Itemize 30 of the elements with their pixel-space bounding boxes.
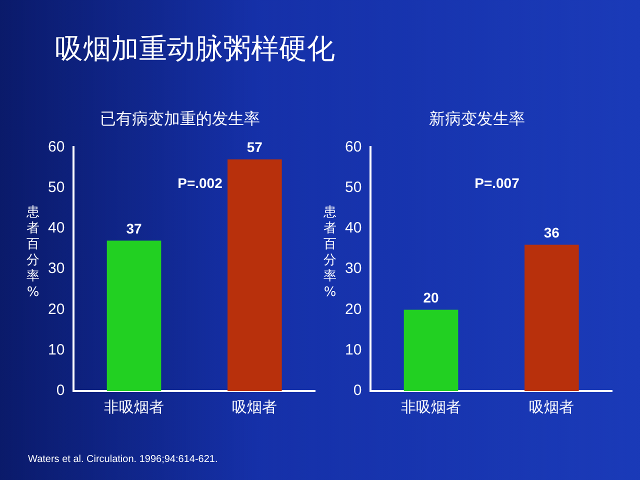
data-label: 37 [126, 220, 142, 237]
y-tick-label: 10 [344, 342, 362, 359]
y-tick-label: 40 [48, 220, 65, 237]
text: 吸烟加重动脉粥样硬化 [55, 31, 335, 67]
y-tick-label: 20 [48, 300, 65, 318]
y-tick-label: 60 [344, 138, 362, 156]
y-tick-label: 0 [56, 382, 65, 400]
y-tick-label: 50 [48, 178, 65, 196]
data-label: 36 [544, 224, 560, 241]
x-tick-label: 吸烟者 [529, 398, 574, 416]
annotation: P=.002 [176, 175, 224, 191]
text: Waters et al. Circulation. 1996;94:614-621. [28, 454, 218, 465]
data-label: 20 [423, 290, 440, 306]
y-axis-title: 患者百分率% [26, 205, 40, 301]
x-tick-label: 非吸烟者 [401, 398, 462, 416]
data-label: 57 [246, 139, 263, 156]
y-tick-label: 40 [344, 220, 362, 237]
y-tick-label: 0 [353, 382, 362, 400]
x-tick-label: 吸烟者 [232, 398, 278, 416]
y-tick-label: 30 [344, 260, 362, 278]
y-tick-label: 60 [48, 138, 65, 156]
chart-title: 新病变发生率 [429, 108, 525, 128]
chart-title: 已有病变加重的发生率 [100, 108, 260, 128]
y-tick-label: 20 [344, 300, 362, 318]
x-tick-label: 非吸烟者 [104, 398, 164, 416]
y-tick-label: 30 [48, 260, 65, 278]
y-axis-title: 患者百分率% [322, 205, 338, 301]
y-tick-label: 50 [344, 178, 362, 196]
y-tick-label: 10 [48, 342, 65, 359]
annotation: P=.007 [474, 175, 520, 191]
